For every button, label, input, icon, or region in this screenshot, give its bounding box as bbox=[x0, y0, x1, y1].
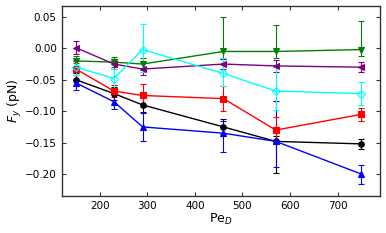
X-axis label: Pe$_D$: Pe$_D$ bbox=[209, 212, 233, 227]
Y-axis label: $F_y$ (pN): $F_y$ (pN) bbox=[5, 79, 24, 123]
